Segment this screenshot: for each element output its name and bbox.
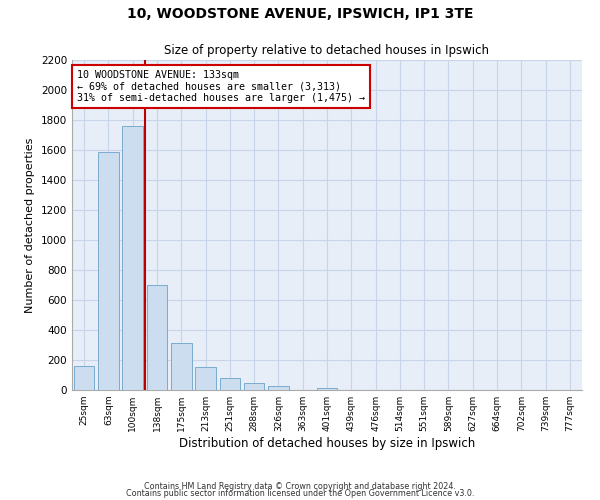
- Bar: [317, 388, 337, 390]
- Bar: [171, 343, 191, 390]
- Bar: [195, 367, 216, 390]
- Y-axis label: Number of detached properties: Number of detached properties: [25, 138, 35, 312]
- Bar: [122, 126, 143, 390]
- Bar: [74, 366, 94, 390]
- Text: Contains HM Land Registry data © Crown copyright and database right 2024.: Contains HM Land Registry data © Crown c…: [144, 482, 456, 491]
- Bar: [98, 152, 119, 390]
- Bar: [146, 285, 167, 390]
- Text: Contains public sector information licensed under the Open Government Licence v3: Contains public sector information licen…: [126, 489, 474, 498]
- Text: 10 WOODSTONE AVENUE: 133sqm
← 69% of detached houses are smaller (3,313)
31% of : 10 WOODSTONE AVENUE: 133sqm ← 69% of det…: [77, 70, 365, 103]
- Bar: [268, 386, 289, 390]
- Title: Size of property relative to detached houses in Ipswich: Size of property relative to detached ho…: [164, 44, 490, 58]
- Bar: [220, 378, 240, 390]
- Bar: [244, 382, 265, 390]
- Text: 10, WOODSTONE AVENUE, IPSWICH, IP1 3TE: 10, WOODSTONE AVENUE, IPSWICH, IP1 3TE: [127, 8, 473, 22]
- X-axis label: Distribution of detached houses by size in Ipswich: Distribution of detached houses by size …: [179, 437, 475, 450]
